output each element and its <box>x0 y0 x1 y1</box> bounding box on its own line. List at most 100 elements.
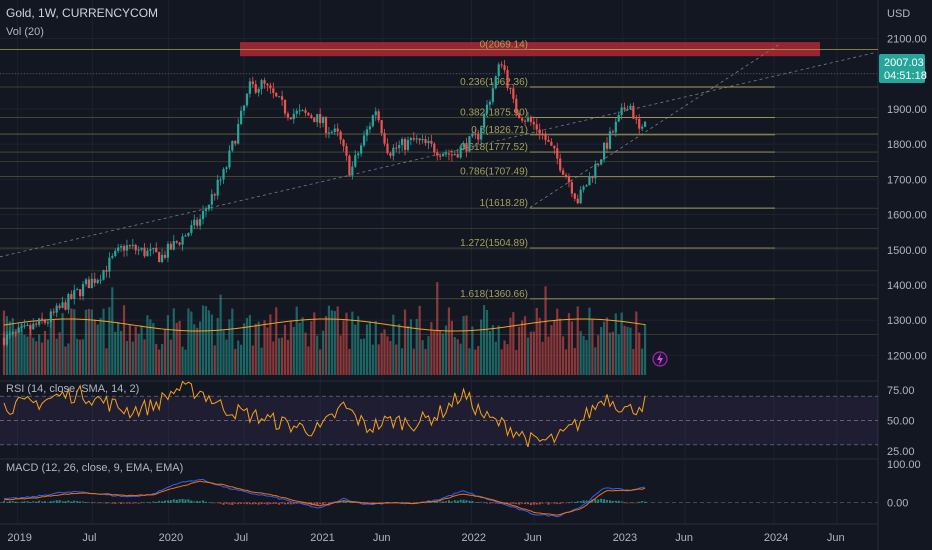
rsi-indicator-label[interactable]: RSI (14, close, SMA, 14, 2) <box>6 383 139 395</box>
candle-body <box>588 176 591 186</box>
macd-histogram-bar <box>105 502 108 504</box>
price-tick-label: 1200.00 <box>887 350 927 362</box>
volume-bar <box>330 310 333 375</box>
macd-histogram-bar <box>76 501 79 503</box>
fibonacci-retracement[interactable]: 0(2069.14) 0.236(1962.36) 0.382(1875.90) 0.… <box>0 39 878 335</box>
rsi-tick-label: 25.00 <box>887 446 915 458</box>
time-axis[interactable]: 2019 Jul 2020 Jul 2021 Jun 2022 Jun 2023 Jun 2024 J… <box>7 532 844 544</box>
macd-histogram-bar <box>96 502 99 504</box>
candle-body <box>93 278 96 283</box>
volume-histogram <box>2 282 647 375</box>
volume-bar <box>512 312 515 375</box>
volume-bar <box>52 318 55 375</box>
macd-histogram-bar <box>412 502 415 504</box>
price-tick-label: 2100.00 <box>887 34 927 46</box>
candle-body <box>336 128 339 132</box>
candle-body <box>61 302 64 308</box>
time-tick-label: 2021 <box>310 532 334 544</box>
volume-bar <box>383 329 386 375</box>
alert-icon[interactable] <box>652 351 668 367</box>
macd-histogram-bar <box>187 499 190 503</box>
volume-bar <box>245 317 249 375</box>
candle-body <box>278 96 281 98</box>
candle-body <box>535 124 538 130</box>
candle-body <box>351 166 354 176</box>
volume-bar <box>178 320 181 375</box>
macd-histogram-bar <box>70 501 73 503</box>
volume-bar <box>321 330 325 375</box>
volume-bar <box>187 308 190 375</box>
macd-histogram-bar <box>23 501 26 503</box>
macd-histogram-bar <box>43 501 46 503</box>
candle-body <box>196 219 199 226</box>
candle-body <box>84 279 88 285</box>
volume-bar <box>515 349 518 375</box>
volume-bar <box>184 349 187 375</box>
volume-bar <box>38 334 41 375</box>
macd-histogram-bar <box>5 501 8 503</box>
volume-bar <box>392 314 395 375</box>
volume-bar <box>84 309 88 375</box>
candle-body <box>231 141 234 151</box>
volume-bar <box>304 332 307 375</box>
volume-bar <box>11 318 14 375</box>
macd-histogram-bar <box>529 502 532 506</box>
macd-histogram-bar <box>477 502 480 503</box>
candle-body <box>515 98 518 114</box>
volume-bar <box>301 317 304 375</box>
volume-bar <box>225 339 228 375</box>
candle-body <box>175 241 178 243</box>
candle-body <box>81 284 85 297</box>
macd-histogram-bar <box>436 501 439 503</box>
macd-histogram-bar <box>52 500 55 503</box>
candle-body <box>280 96 284 100</box>
volume-bar <box>49 321 52 375</box>
candle-body <box>55 305 58 313</box>
volume-indicator-label[interactable]: Vol (20) <box>6 26 44 38</box>
macd-histogram-bar <box>164 500 166 503</box>
volume-bar <box>386 336 389 375</box>
time-tick-label: 2019 <box>7 532 31 544</box>
volume-bar <box>611 331 614 375</box>
candle-body <box>158 252 161 263</box>
volume-bar <box>160 343 164 375</box>
macd-histogram-bar <box>152 501 155 503</box>
macd-histogram-bar <box>102 502 105 504</box>
candle-body <box>523 120 527 122</box>
fib-level-label: 0.786(1707.49) <box>460 167 528 178</box>
macd-histogram-bar <box>345 500 348 503</box>
macd-histogram-bar <box>169 500 172 503</box>
macd-histogram-bar <box>17 502 20 503</box>
macd-histogram-bar <box>471 500 474 503</box>
volume-bar <box>450 320 453 375</box>
macd-histogram-bar <box>225 502 228 504</box>
time-tick-label: 2022 <box>461 532 485 544</box>
macd-histogram-bar <box>468 500 471 503</box>
candle-body <box>137 249 140 251</box>
macd-indicator-label[interactable]: MACD (12, 26, close, 9, EMA, EMA) <box>6 462 183 474</box>
macd-histogram-bar <box>447 500 450 503</box>
volume-bar <box>643 324 647 375</box>
candle-body <box>128 245 131 247</box>
candle-body <box>562 170 565 175</box>
volume-bar <box>506 344 509 375</box>
volume-bar <box>570 321 573 375</box>
macd-histogram-bar <box>38 500 41 503</box>
macd-histogram-bar <box>518 502 521 505</box>
macd-histogram-bar <box>32 501 35 503</box>
candle-body <box>222 169 225 180</box>
price-tick-label: 1400.00 <box>887 280 927 292</box>
candle-body <box>240 110 243 125</box>
candle-body <box>512 88 515 99</box>
volume-bar <box>354 324 357 375</box>
macd-histogram-bar <box>491 502 494 504</box>
volume-bar <box>535 307 538 375</box>
candle-body <box>87 279 90 289</box>
macd-histogram-bar <box>210 502 213 504</box>
volume-bar <box>474 349 477 375</box>
volume-bar <box>523 316 527 375</box>
candle-body <box>441 154 445 157</box>
macd-histogram-bar <box>526 502 529 505</box>
volume-bar <box>453 337 456 375</box>
